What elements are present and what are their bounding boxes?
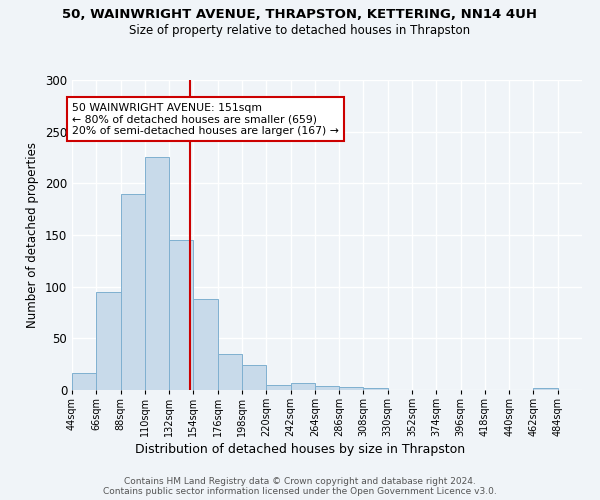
Bar	[364, 388, 388, 390]
Bar	[193, 299, 218, 390]
Bar	[533, 388, 558, 390]
Text: Size of property relative to detached houses in Thrapston: Size of property relative to detached ho…	[130, 24, 470, 37]
Text: Distribution of detached houses by size in Thrapston: Distribution of detached houses by size …	[135, 442, 465, 456]
Text: 50 WAINWRIGHT AVENUE: 151sqm
← 80% of detached houses are smaller (659)
20% of s: 50 WAINWRIGHT AVENUE: 151sqm ← 80% of de…	[72, 102, 339, 136]
Bar	[121, 194, 145, 390]
Text: 50, WAINWRIGHT AVENUE, THRAPSTON, KETTERING, NN14 4UH: 50, WAINWRIGHT AVENUE, THRAPSTON, KETTER…	[62, 8, 538, 20]
Bar	[242, 365, 266, 390]
Bar	[72, 374, 96, 390]
Bar	[169, 240, 193, 390]
Bar	[339, 387, 364, 390]
Text: Contains HM Land Registry data © Crown copyright and database right 2024.
Contai: Contains HM Land Registry data © Crown c…	[103, 476, 497, 496]
Y-axis label: Number of detached properties: Number of detached properties	[26, 142, 40, 328]
Bar	[290, 383, 315, 390]
Bar	[145, 158, 169, 390]
Bar	[266, 385, 290, 390]
Bar	[96, 292, 121, 390]
Bar	[315, 386, 339, 390]
Bar	[218, 354, 242, 390]
